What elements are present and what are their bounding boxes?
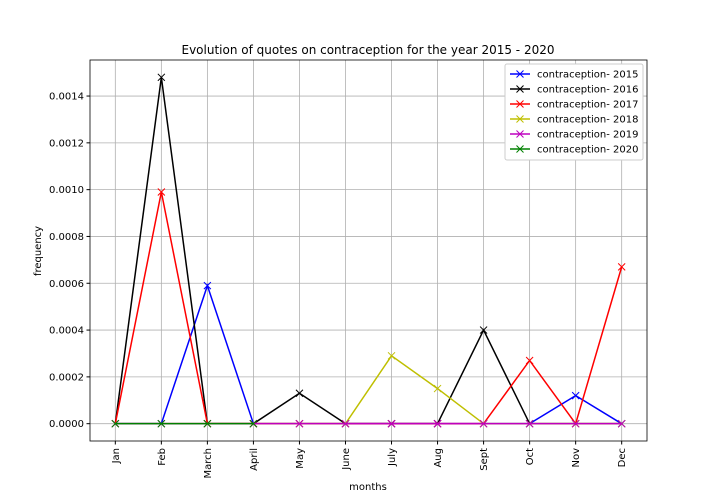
- x-tick-label: March: [203, 448, 214, 478]
- y-tick-label: 0.0008: [49, 232, 84, 243]
- marker: [525, 419, 534, 428]
- legend-label: contraception- 2016: [537, 85, 639, 96]
- marker: [516, 130, 524, 138]
- chart-title: Evolution of quotes on contraception for…: [181, 43, 554, 57]
- legend-label: contraception- 2019: [537, 130, 639, 141]
- legend-box: [504, 63, 644, 161]
- x-tick-label: Oct: [525, 448, 536, 465]
- marker: [516, 85, 524, 93]
- y-tick-label: 0.0006: [49, 279, 84, 290]
- legend-label: contraception- 2015: [537, 70, 639, 81]
- marker: [571, 391, 580, 400]
- marker: [157, 73, 166, 82]
- y-axis-label: frequency: [33, 226, 44, 276]
- y-tick-label: 0.0004: [49, 326, 84, 337]
- marker: [295, 419, 304, 428]
- marker: [525, 356, 534, 365]
- x-tick-label: Jan: [111, 448, 122, 464]
- y-tick-label: 0.0000: [49, 419, 84, 430]
- y-tick-label: 0.0012: [49, 138, 84, 149]
- x-tick-label: July: [387, 448, 398, 467]
- x-tick-label: May: [295, 448, 306, 469]
- marker: [516, 115, 524, 123]
- marker: [516, 70, 524, 78]
- marker: [157, 419, 166, 428]
- legend-label: contraception- 2017: [537, 100, 639, 111]
- y-tick-label: 0.0002: [49, 372, 84, 383]
- marker: [111, 419, 120, 428]
- marker: [157, 188, 166, 196]
- marker: [571, 419, 580, 428]
- marker: [203, 281, 212, 290]
- marker: [341, 419, 350, 428]
- x-tick-label: June: [341, 448, 352, 471]
- plot-frame: [89, 59, 648, 442]
- marker: [433, 384, 442, 393]
- x-tick-label: Sept: [479, 448, 490, 471]
- x-tick-label: Aug: [433, 448, 444, 468]
- marker: [516, 145, 524, 153]
- x-tick-label: April: [249, 448, 260, 471]
- marker: [387, 351, 396, 360]
- y-tick-label: 0.0014: [49, 92, 84, 103]
- marker: [617, 263, 626, 271]
- marker: [249, 419, 258, 428]
- x-tick-label: Nov: [571, 448, 582, 468]
- x-tick-label: Feb: [157, 448, 168, 466]
- marker: [295, 389, 304, 398]
- x-tick-label: Dec: [617, 448, 628, 467]
- marker: [433, 419, 442, 428]
- x-axis-label: months: [349, 482, 387, 493]
- y-tick-label: 0.0010: [49, 185, 84, 196]
- marker: [479, 419, 488, 428]
- marker: [387, 419, 396, 428]
- marker: [516, 100, 524, 108]
- marker: [203, 419, 212, 428]
- marker: [617, 419, 626, 428]
- legend-label: contraception- 2020: [537, 145, 639, 156]
- legend-label: contraception- 2018: [537, 115, 639, 126]
- marker: [479, 326, 488, 334]
